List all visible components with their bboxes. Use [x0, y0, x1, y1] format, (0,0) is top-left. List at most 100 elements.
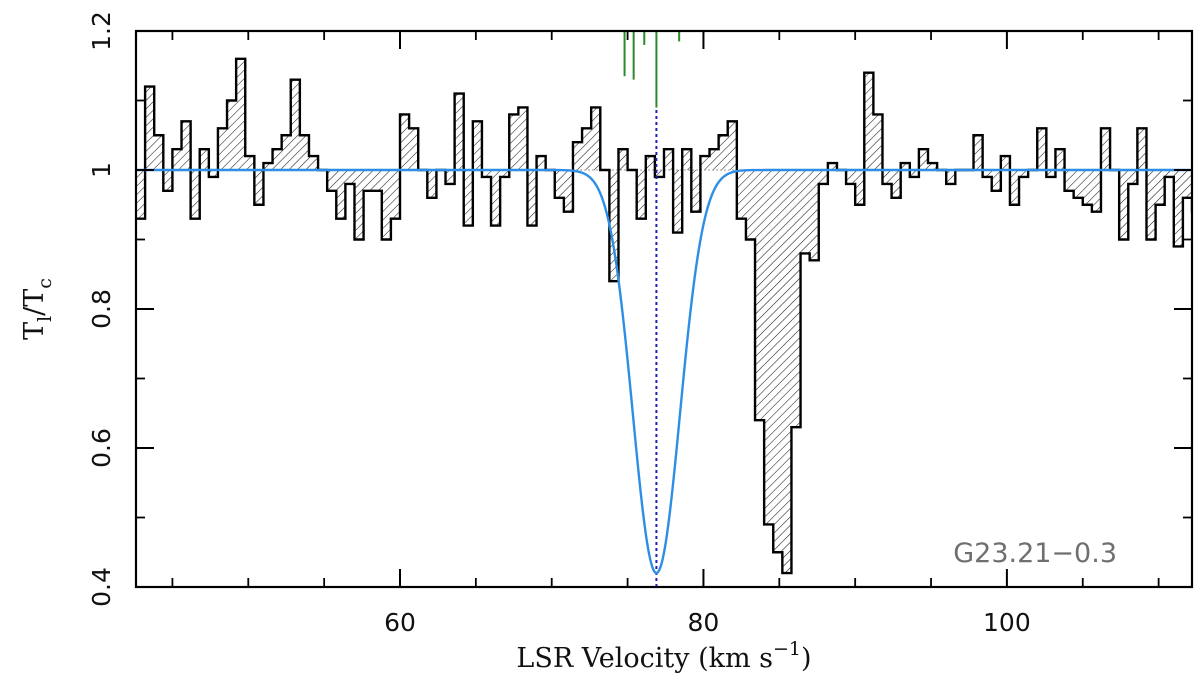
- spectrum-bin: [1192, 170, 1200, 212]
- spectrum-histogram: [136, 57, 1192, 575]
- spectrum-bin: [1064, 170, 1074, 191]
- y-axis-title-sub1: l: [34, 316, 56, 322]
- spectrum-bin: [582, 128, 592, 170]
- spectrum-bin: [991, 170, 1001, 191]
- x-tick-label: 80: [688, 608, 720, 637]
- spectrum-bin: [718, 135, 728, 170]
- y-axis-tick-labels: 0.4 0.6 0.8 1 1.2: [87, 11, 116, 607]
- spectrum-bin: [755, 170, 765, 421]
- spectrum-bin: [345, 170, 355, 184]
- spectrum-bin: [827, 163, 837, 170]
- spectrum-bin: [163, 170, 173, 191]
- spectrum-bin: [308, 156, 319, 170]
- spectrum-bin: [236, 58, 246, 170]
- spectrum-bin: [727, 121, 737, 170]
- y-tick-label: 1.2: [87, 11, 116, 51]
- spectrum-bin: [591, 107, 601, 170]
- spectrum-bin: [509, 114, 519, 170]
- spectrum-bin: [673, 170, 683, 233]
- spectrum-bin: [363, 170, 373, 191]
- spectrum-bin: [1000, 156, 1010, 170]
- spectrum-bin: [572, 142, 583, 170]
- x-axis-title: LSR Velocity (km s−1): [516, 638, 811, 674]
- y-tick-label: 0.4: [87, 567, 116, 607]
- spectrum-bin: [400, 114, 410, 170]
- y-axis-title-main: T: [19, 322, 50, 340]
- spectrum-bin: [427, 170, 437, 198]
- y-tick-label: 0.8: [87, 289, 116, 329]
- source-annotation: G23.21−0.3: [953, 538, 1117, 569]
- spectrum-bin: [1182, 170, 1192, 198]
- spectrum-bin: [372, 170, 382, 191]
- spectrum-bin: [1128, 170, 1138, 184]
- spectrum-bin: [527, 170, 537, 226]
- spectrum-bin: [518, 107, 528, 170]
- spectrum-bin: [1073, 170, 1083, 198]
- spectrum-bin: [154, 135, 164, 170]
- spectrum-bin: [1019, 170, 1029, 177]
- spectrum-bin: [682, 149, 692, 170]
- spectrum-bin: [181, 121, 191, 170]
- spectrum-bin: [472, 121, 482, 170]
- component-ticks: [623, 31, 681, 108]
- spectrum-bin: [217, 128, 228, 170]
- x-axis-title-text: LSR Velocity (km s: [516, 643, 773, 674]
- spectrum-bin: [281, 135, 291, 170]
- spectrum-bin: [172, 149, 182, 170]
- spectrum-bin: [500, 170, 510, 177]
- spectrum-bin: [855, 170, 865, 205]
- spectrum-bin: [700, 156, 710, 170]
- spectrum-bin: [254, 170, 264, 205]
- y-tick-label: 0.6: [87, 428, 116, 468]
- spectrum-bin: [1082, 170, 1092, 205]
- spectrum-bin: [354, 170, 364, 240]
- x-axis-title-superscript: −1: [773, 638, 801, 660]
- spectrum-bin: [982, 170, 992, 177]
- gaussian-fit-line: [136, 168, 1192, 575]
- spectrum-bin: [245, 156, 255, 170]
- spectrum-bin: [1164, 170, 1174, 177]
- x-tick-label: 100: [983, 608, 1031, 637]
- x-axis-ticks: [171, 31, 1160, 587]
- spectrum-bin: [818, 170, 828, 184]
- spectrum-bin: [900, 163, 910, 170]
- spectrum-bin: [136, 170, 146, 219]
- spectrum-bin: [1009, 170, 1020, 205]
- spectrum-bin: [1055, 149, 1065, 170]
- spectrum-bin: [791, 170, 801, 428]
- spectrum-bin: [263, 163, 273, 170]
- absorption-hatching: [136, 58, 1200, 574]
- spectrum-bin: [745, 170, 756, 240]
- spectrum-bin: [618, 149, 628, 170]
- spectrum-bin: [782, 170, 792, 574]
- spectrum-bin: [227, 100, 237, 170]
- spectrum-bin: [691, 170, 701, 212]
- spectrum-bin: [1137, 128, 1147, 170]
- spectrum-bin: [145, 86, 155, 170]
- spectrum-bin: [918, 149, 928, 170]
- spectrum-bin: [1091, 170, 1101, 212]
- spectrum-bin: [1037, 128, 1047, 170]
- spectrum-bin: [491, 170, 501, 226]
- spectrum-bin: [299, 135, 309, 170]
- spectrum-bin: [536, 156, 546, 170]
- spectrum-bin: [909, 170, 919, 177]
- spectrum-bin: [554, 170, 564, 198]
- spectrum-bin: [928, 163, 938, 170]
- spectrum-bin: [199, 149, 209, 170]
- spectrum-bin: [664, 149, 674, 170]
- spectrum-bin: [636, 170, 646, 219]
- spectrum-bin: [563, 170, 573, 212]
- spectrum-bin: [272, 149, 282, 170]
- y-tick-label: 1: [87, 162, 116, 178]
- spectrum-bin: [336, 170, 346, 219]
- spectrum-bin: [764, 170, 774, 525]
- spectrum-bin: [882, 170, 892, 184]
- y-axis-title-sub2: c: [34, 278, 56, 289]
- y-axis-title-slash: /T: [19, 289, 50, 316]
- spectrum-bin: [645, 156, 655, 170]
- spectrum-bin: [864, 72, 874, 170]
- spectrum-bin: [809, 170, 819, 261]
- spectrum-bin: [481, 170, 492, 177]
